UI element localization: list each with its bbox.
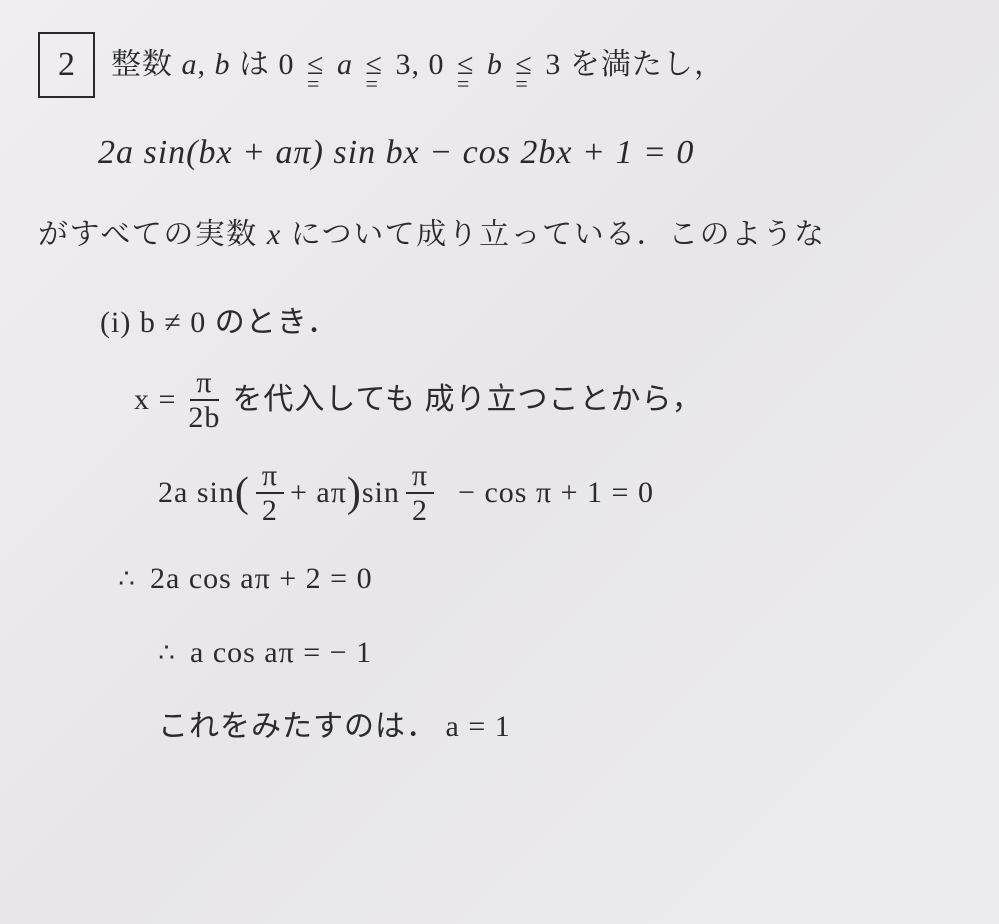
frac-num: π: [406, 460, 434, 495]
problem-header: 2 整数 a, b は 0 ≤ a ≤ 3, 0 ≤ b ≤ 3 を満たし，: [38, 32, 975, 98]
ineq1-r: 3: [395, 48, 411, 81]
therefore-icon: ∴: [118, 558, 136, 600]
var-a: a: [182, 48, 198, 81]
frac-num: π: [190, 367, 218, 402]
problem-number-box: 2: [38, 32, 95, 98]
equation-line-1: 2a sin ( π 2 + aπ ) sin π 2 − cos π + 1 …: [158, 460, 975, 527]
handwritten-solution: (i) b ≠ 0 のとき． x = π 2b を代入しても 成り立つことから，…: [38, 299, 975, 751]
problem-number: 2: [58, 46, 75, 83]
problem-stem: 整数 a, b は 0 ≤ a ≤ 3, 0 ≤ b ≤ 3 を満たし，: [111, 41, 725, 89]
sub-pre: x =: [134, 376, 176, 424]
var-b: b: [215, 48, 231, 81]
conclusion-line: これをみたすのは． a = 1: [158, 703, 975, 751]
stem-tail: を満たし，: [561, 48, 725, 81]
therefore-line-2: ∴ a cos aπ = − 1: [158, 629, 975, 677]
substitution-line: x = π 2b を代入しても 成り立つことから，: [134, 367, 975, 434]
case-label: (i) b ≠ 0 のとき．: [100, 306, 338, 339]
frac-den: 2: [256, 494, 284, 527]
page: 2 整数 a, b は 0 ≤ a ≤ 3, 0 ≤ b ≤ 3 を満たし， 2…: [0, 0, 999, 785]
comma: ,: [198, 48, 215, 81]
therefore-icon: ∴: [158, 632, 176, 674]
fraction-pi-over-2b: π 2b: [182, 367, 226, 434]
frac-num: π: [256, 460, 284, 495]
frac-den: 2b: [182, 401, 226, 434]
therefore-line-1: ∴ 2a cos aπ + 2 = 0: [118, 555, 975, 603]
sep: ,: [411, 48, 428, 81]
line2-tail: について成り立っている．このような: [282, 218, 826, 251]
close-paren-icon: ): [347, 460, 362, 527]
ineq2-l: 0: [428, 48, 444, 81]
leqq-icon: ≤: [365, 41, 382, 89]
sub-post: を代入しても 成り立つことから，: [232, 376, 702, 424]
printed-line-2: がすべての実数 x について成り立っている．このような: [38, 211, 975, 259]
therefore1: 2a cos aπ + 2 = 0: [150, 555, 373, 603]
eq1-mid: + aπ: [290, 469, 347, 517]
line2-var: x: [267, 218, 282, 251]
eq1-tail: − cos π + 1 = 0: [458, 469, 654, 517]
printed-equation: 2a sin(bx + aπ) sin bx − cos 2bx + 1 = 0: [98, 126, 975, 180]
eq1-after-paren: sin: [362, 469, 400, 517]
open-paren-icon: (: [235, 460, 250, 527]
ineq2-m: b: [487, 48, 503, 81]
leqq-icon: ≤: [457, 41, 474, 89]
ineq1-l: 0: [279, 48, 295, 81]
stem-mid1: は: [231, 48, 279, 81]
ineq1-m: a: [337, 48, 353, 81]
eq1-pre: 2a sin: [158, 469, 235, 517]
leqq-icon: ≤: [515, 41, 532, 89]
conclusion: これをみたすのは． a = 1: [158, 710, 511, 743]
leqq-icon: ≤: [307, 41, 324, 89]
frac-den: 2: [406, 494, 434, 527]
case-line: (i) b ≠ 0 のとき．: [100, 299, 975, 347]
therefore2: a cos aπ = − 1: [190, 629, 372, 677]
fraction-pi-over-2b2: π 2: [406, 460, 434, 527]
ineq2-r: 3: [545, 48, 561, 81]
fraction-pi-over-2a: π 2: [256, 460, 284, 527]
stem-prefix: 整数: [111, 48, 182, 81]
equation-text: 2a sin(bx + aπ) sin bx − cos 2bx + 1 = 0: [98, 134, 694, 171]
line2-prefix: がすべての実数: [38, 218, 267, 251]
